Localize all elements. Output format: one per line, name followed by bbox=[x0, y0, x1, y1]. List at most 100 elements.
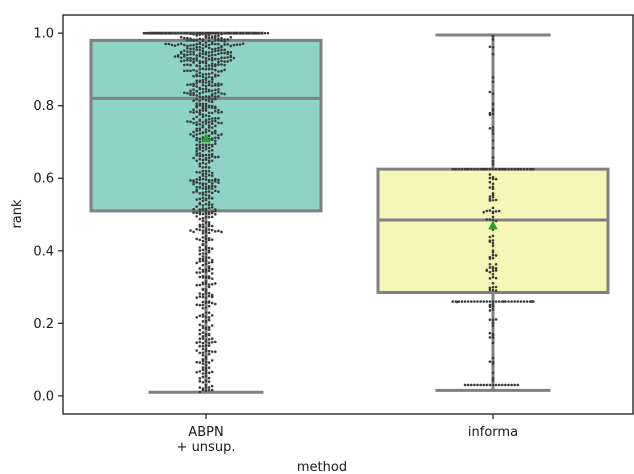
swarm-point bbox=[186, 91, 189, 95]
swarm-point bbox=[168, 31, 172, 35]
swarm-point bbox=[195, 149, 198, 153]
swarm-point bbox=[217, 74, 220, 77]
swarm-point bbox=[266, 31, 270, 35]
swarm-point bbox=[214, 38, 217, 42]
swarm-point bbox=[207, 221, 211, 224]
swarm-point bbox=[201, 204, 205, 207]
swarm-point bbox=[210, 388, 214, 392]
swarm-point bbox=[201, 255, 205, 258]
swarm-point bbox=[201, 216, 205, 220]
swarm-point bbox=[214, 340, 217, 344]
swarm-point bbox=[195, 102, 198, 105]
swarm-point bbox=[214, 209, 217, 213]
swarm-point bbox=[207, 196, 211, 200]
swarm-point bbox=[491, 241, 495, 245]
swarm-point bbox=[176, 31, 180, 35]
swarm-point bbox=[453, 167, 457, 171]
swarm-point bbox=[204, 366, 208, 370]
swarm-point bbox=[156, 31, 160, 35]
swarm-point bbox=[204, 386, 208, 389]
swarm-point bbox=[207, 224, 211, 228]
swarm-point bbox=[204, 87, 208, 91]
swarm-point bbox=[189, 63, 192, 67]
swarm-point bbox=[204, 369, 208, 373]
swarm-point bbox=[530, 167, 534, 171]
swarm-point bbox=[192, 99, 195, 103]
y-axis: 0.0 0.2 0.4 0.6 0.8 1.0 bbox=[33, 27, 63, 404]
swarm-point bbox=[491, 80, 495, 83]
swarm-point bbox=[201, 47, 205, 50]
swarm-point bbox=[491, 275, 495, 279]
swarm-point bbox=[214, 64, 217, 68]
swarm-point bbox=[192, 39, 195, 42]
swarm-point bbox=[192, 156, 195, 160]
swarm-point bbox=[207, 143, 211, 146]
swarm-point bbox=[204, 221, 208, 224]
swarm-point bbox=[195, 45, 198, 49]
swarm-point bbox=[217, 34, 220, 38]
swarm-point bbox=[210, 384, 214, 388]
swarm-point bbox=[207, 129, 211, 133]
swarm-point bbox=[491, 109, 495, 112]
swarm-point bbox=[223, 51, 226, 55]
swarm-point bbox=[207, 341, 211, 345]
swarm-point bbox=[507, 383, 510, 387]
swarm-point bbox=[189, 229, 192, 232]
swarm-point bbox=[207, 267, 211, 270]
swarm-point bbox=[201, 183, 205, 187]
swarm-point bbox=[239, 31, 242, 35]
swarm-point bbox=[201, 223, 205, 226]
swarm-point bbox=[217, 178, 220, 182]
swarm-point bbox=[204, 45, 208, 48]
swarm-point bbox=[226, 56, 229, 59]
swarm-point bbox=[217, 94, 220, 98]
swarm-point bbox=[198, 361, 202, 364]
swarm-point bbox=[210, 64, 214, 68]
swarm-point bbox=[204, 169, 208, 173]
swarm-point bbox=[204, 279, 208, 283]
swarm-point bbox=[198, 154, 202, 158]
swarm-point bbox=[204, 122, 208, 125]
swarm-point bbox=[201, 97, 205, 101]
swarm-point bbox=[204, 311, 208, 314]
swarm-point bbox=[207, 366, 211, 370]
swarm-point bbox=[207, 349, 211, 353]
swarm-point bbox=[214, 139, 217, 143]
swarm-point bbox=[198, 212, 202, 216]
swarm-point bbox=[198, 171, 202, 174]
swarm-point bbox=[519, 167, 523, 171]
swarm-point bbox=[488, 195, 492, 198]
swarm-point bbox=[204, 389, 208, 392]
swarm-point bbox=[229, 44, 233, 48]
swarm-point bbox=[192, 108, 195, 112]
swarm-point bbox=[476, 167, 479, 171]
swarm-point bbox=[179, 52, 183, 55]
swarm-point bbox=[491, 318, 495, 322]
swarm-point bbox=[198, 74, 202, 78]
swarm-point bbox=[498, 167, 502, 171]
swarm-point bbox=[210, 122, 214, 125]
swarm-point bbox=[457, 167, 461, 171]
swarm-point bbox=[252, 31, 256, 35]
swarm-point bbox=[488, 309, 492, 312]
swarm-point bbox=[214, 131, 217, 135]
swarm-point bbox=[198, 104, 202, 107]
swarm-point bbox=[491, 92, 495, 96]
swarm-point bbox=[207, 328, 211, 331]
swarm-point bbox=[201, 113, 205, 116]
swarm-point bbox=[186, 56, 189, 60]
swarm-point bbox=[210, 148, 214, 152]
swarm-point bbox=[204, 379, 208, 382]
swarm-point bbox=[198, 71, 202, 75]
swarm-point bbox=[507, 300, 510, 303]
swarm-point bbox=[491, 281, 495, 285]
swarm-point bbox=[192, 230, 195, 234]
swarm-point bbox=[210, 260, 214, 264]
swarm-point bbox=[201, 229, 205, 233]
swarm-point bbox=[220, 133, 223, 136]
swarm-point bbox=[482, 300, 486, 303]
x-axis: ABPN+ unsup. informa bbox=[177, 414, 518, 455]
swarm-point bbox=[195, 349, 198, 352]
swarm-point bbox=[210, 40, 214, 44]
means-layer bbox=[201, 133, 498, 230]
